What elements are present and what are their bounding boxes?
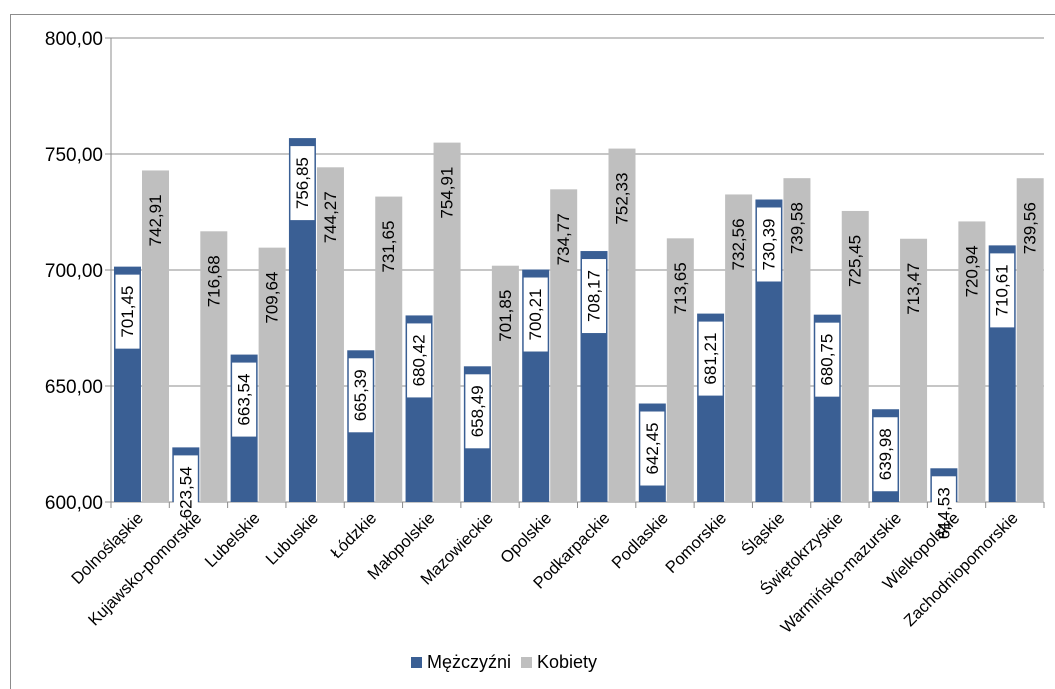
data-label-women: 739,56	[1021, 202, 1040, 254]
data-label-box-men	[523, 277, 548, 352]
data-label-women: 744,27	[321, 191, 340, 243]
bar-women	[783, 178, 811, 503]
data-label-women: 742,91	[146, 194, 165, 246]
data-label-box-men	[290, 146, 315, 221]
bar-women	[725, 194, 753, 502]
bar-women	[433, 142, 461, 502]
data-label-box-men	[931, 476, 956, 551]
data-label-box-men	[115, 274, 140, 349]
data-label-men: 658,49	[468, 385, 487, 437]
data-label-box-men	[465, 374, 490, 449]
data-label-women: 734,77	[554, 213, 573, 265]
data-label-men: 700,21	[526, 289, 545, 341]
legend-label-women: Kobiety	[537, 652, 598, 672]
data-label-men: 639,98	[876, 428, 895, 480]
legend-item-men: Mężczyźni	[411, 652, 511, 673]
data-label-men: 642,45	[643, 423, 662, 475]
y-tick-label: 800,00	[45, 29, 103, 50]
data-label-women: 716,68	[204, 255, 223, 307]
data-label-men: 680,75	[818, 334, 837, 386]
category-label: Lubuskie	[262, 509, 321, 568]
bar-women	[1016, 178, 1044, 502]
data-label-men: 701,45	[118, 286, 137, 338]
data-label-women: 720,94	[962, 245, 981, 297]
bar-women	[258, 247, 286, 502]
y-tick-label: 750,00	[45, 145, 103, 166]
data-label-box-men	[407, 323, 432, 398]
data-label-box-men	[756, 207, 781, 282]
y-tick-label: 600,00	[45, 493, 103, 514]
bar-women	[316, 167, 344, 503]
legend: Mężczyźni Kobiety	[411, 652, 607, 673]
bar-women	[200, 231, 228, 502]
category-label: Łódzkie	[327, 509, 380, 562]
legend-swatch-men	[411, 657, 422, 668]
data-label-women: 713,47	[904, 263, 923, 315]
bar-women	[550, 189, 578, 502]
bar-women	[666, 238, 694, 502]
data-label-women: 701,85	[496, 290, 515, 342]
data-label-box-men	[815, 322, 840, 397]
data-label-box-men	[582, 259, 606, 334]
chart-frame	[10, 14, 1055, 689]
legend-label-men: Mężczyźni	[427, 652, 512, 672]
data-label-men: 730,39	[759, 218, 778, 270]
data-label-women: 709,64	[263, 272, 282, 324]
legend-swatch-women	[521, 657, 533, 668]
bar-women	[958, 221, 986, 503]
legend-item-women: Kobiety	[521, 652, 597, 673]
category-label: Pomorskie	[662, 509, 730, 577]
data-label-box-men	[698, 321, 723, 396]
data-label-women: 754,91	[438, 167, 457, 219]
data-label-men: 756,85	[293, 157, 312, 209]
category-label: Zachodniopomorskie	[901, 509, 1022, 630]
data-label-box-men	[232, 362, 257, 437]
bar-women	[608, 148, 636, 502]
data-label-box-men	[348, 358, 373, 433]
category-label: Opolskie	[497, 509, 555, 567]
data-label-box-men	[173, 455, 198, 530]
data-label-women: 725,45	[846, 235, 865, 287]
data-label-men: 663,54	[235, 374, 254, 426]
data-label-women: 739,58	[787, 202, 806, 254]
y-tick-label: 650,00	[45, 377, 103, 398]
bar-women	[142, 170, 169, 503]
data-label-box-men	[990, 253, 1015, 328]
data-label-men: 623,54	[176, 466, 195, 518]
data-label-men: 681,21	[701, 333, 720, 385]
data-label-box-men	[873, 417, 898, 492]
data-label-men: 708,17	[585, 270, 604, 322]
data-label-box-men	[640, 411, 665, 486]
data-label-women: 731,65	[379, 221, 398, 273]
bar-women	[900, 238, 928, 502]
data-label-women: 713,65	[671, 262, 690, 314]
category-label: Śląskie	[737, 508, 788, 559]
data-label-men: 680,42	[410, 334, 429, 386]
data-label-women: 752,33	[613, 173, 632, 225]
category-label: Kujawsko-pomorskie	[85, 509, 205, 629]
category-label: Lubelskie	[202, 509, 264, 571]
bar-women	[375, 196, 403, 502]
y-tick-label: 700,00	[45, 261, 103, 282]
bar-women	[491, 265, 519, 502]
data-label-women: 732,56	[729, 218, 748, 270]
data-label-men: 710,61	[993, 264, 1012, 316]
data-label-men: 614,53	[934, 487, 953, 539]
bar-women	[841, 210, 869, 502]
data-label-men: 665,39	[351, 369, 370, 421]
